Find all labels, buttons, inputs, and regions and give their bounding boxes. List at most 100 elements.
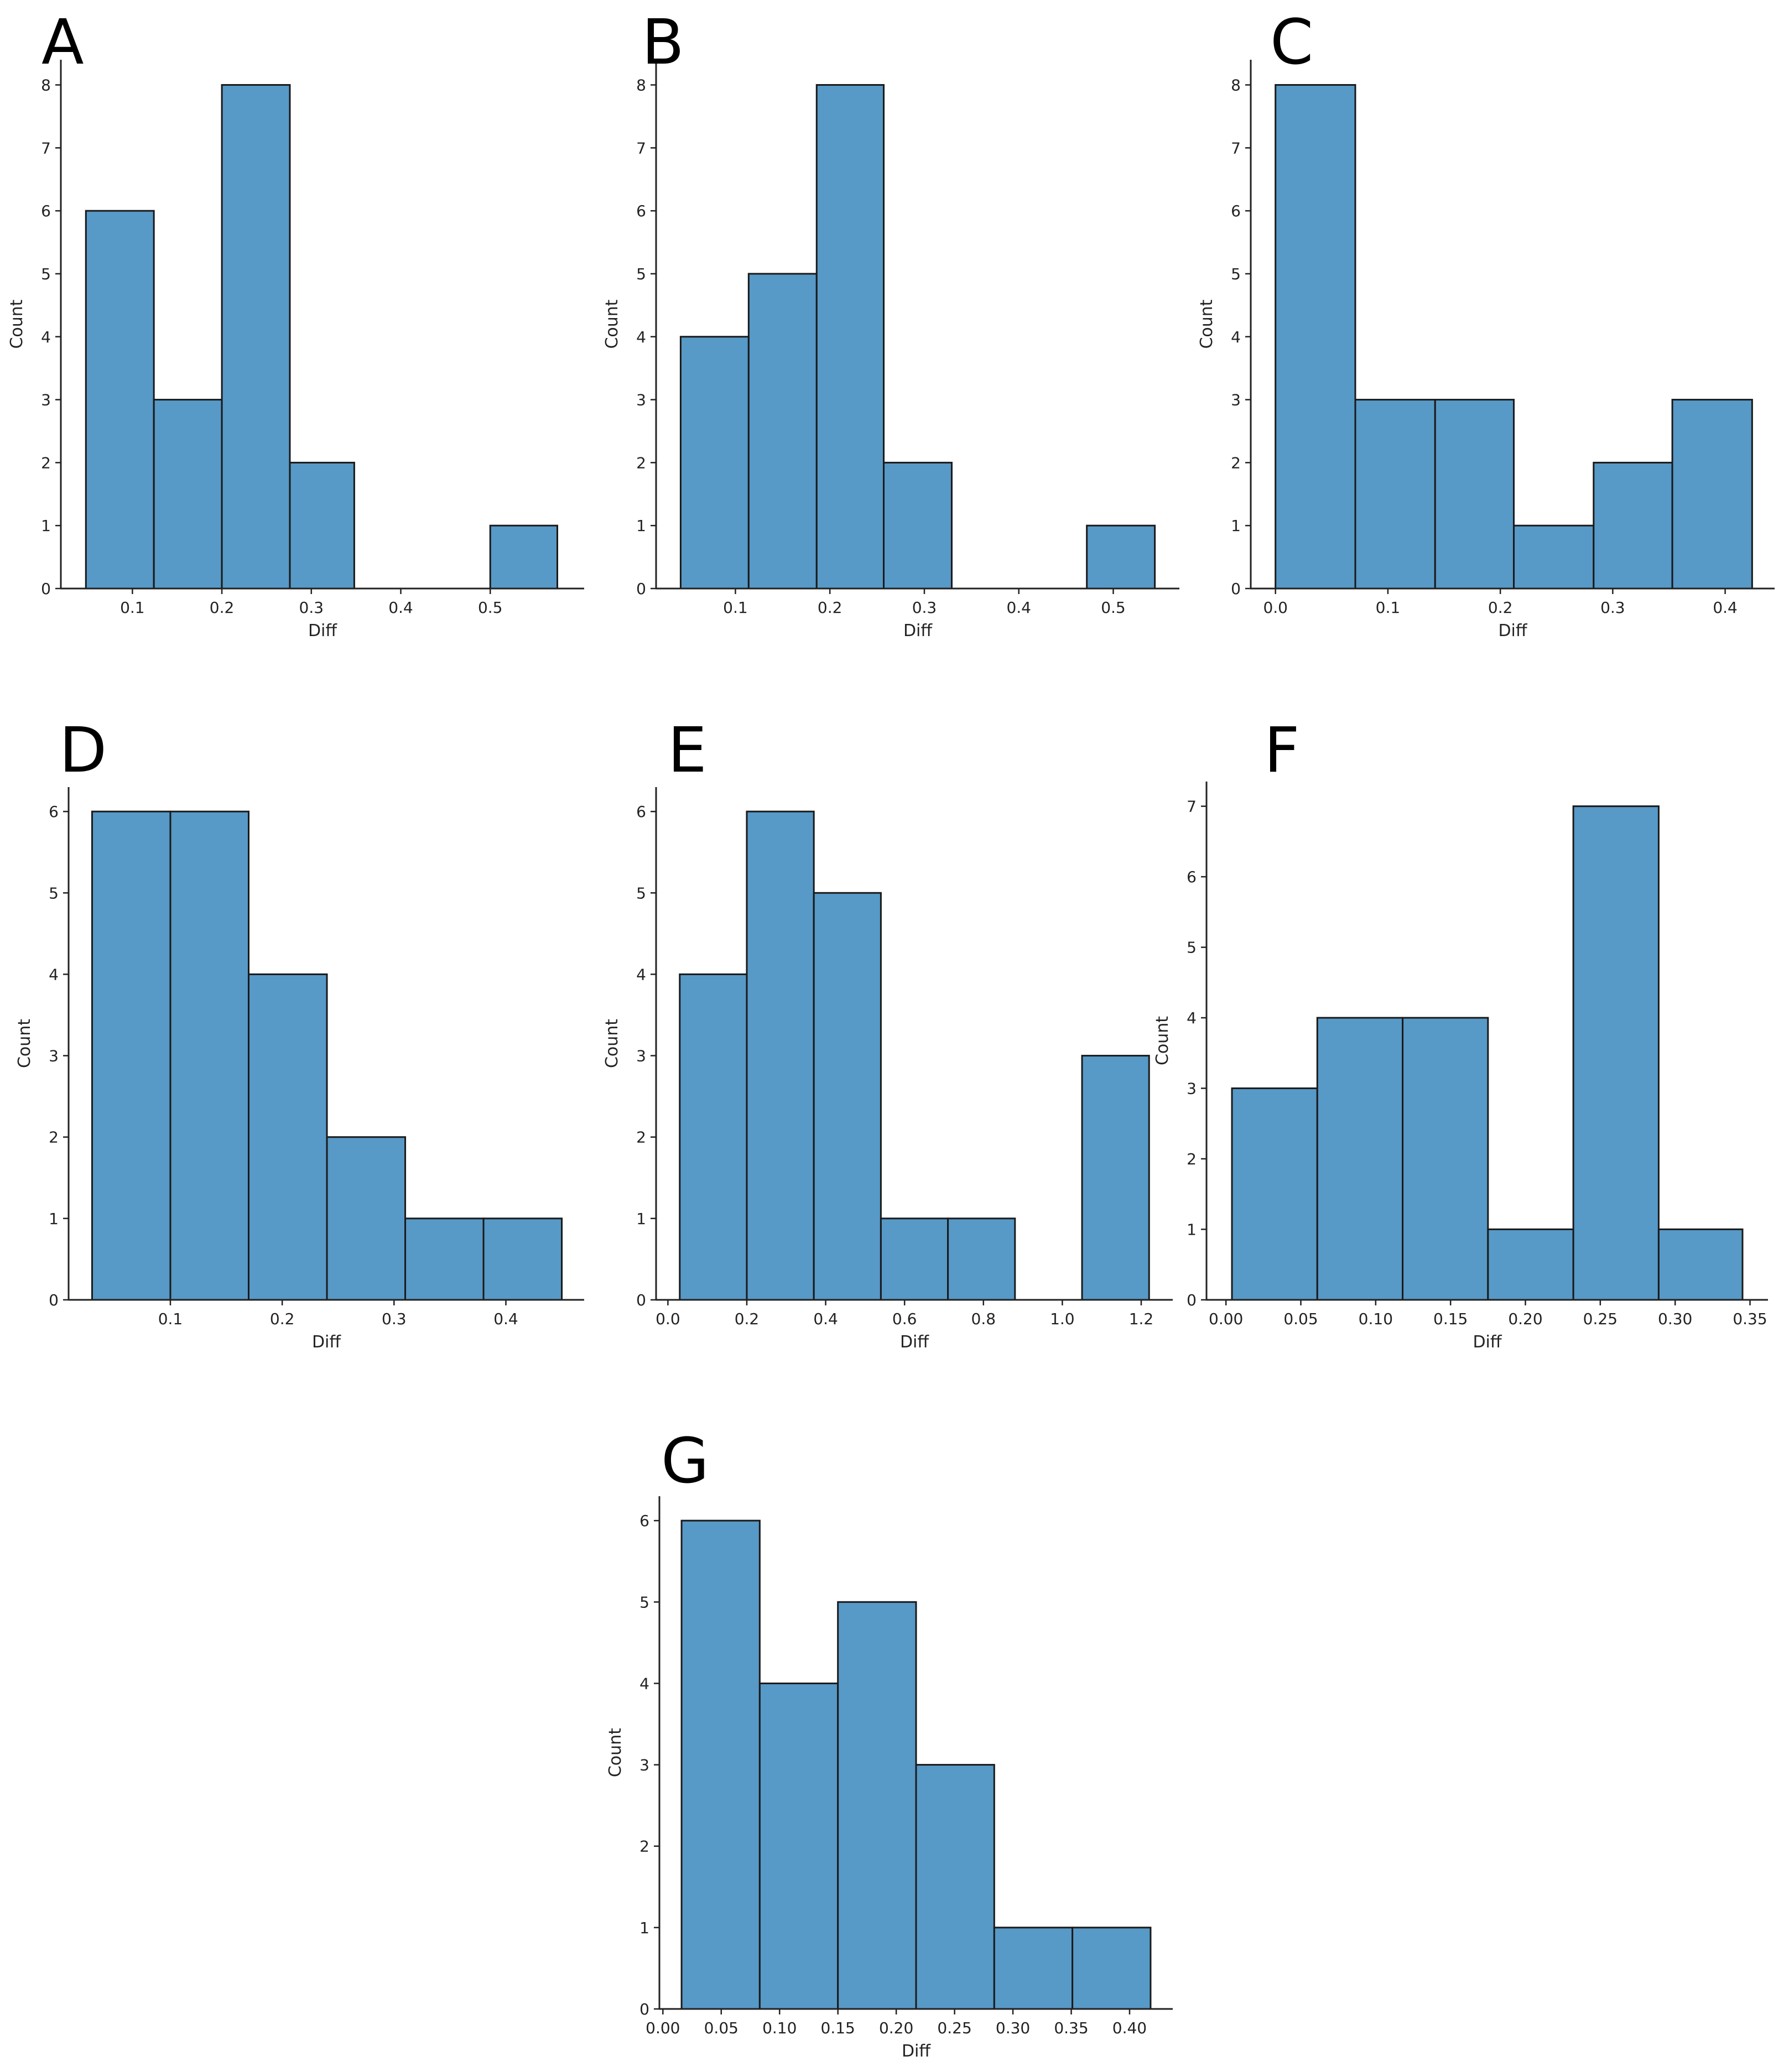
x-tick-label: 0.3 [299,598,324,617]
bar [1487,1228,1574,1301]
panel-g: 0 1 2 3 4 5 6 0.00 0.05 0.10 0.15 0.20 0.25 0.30 0.35 0… [606,1425,1173,2061]
x-tick-label: 0.15 [1433,1310,1468,1328]
y-tick-label: 4 [636,965,646,983]
bar [85,210,155,590]
y-tick-label: 2 [636,1128,646,1147]
bar [758,1682,839,2010]
panel-label-c: C [1270,7,1313,79]
x-axis-label: Diff [1473,1332,1502,1352]
bar [746,810,815,1301]
x-axis-label: Diff [902,2042,931,2061]
x-tick-label: 0.15 [821,2019,855,2037]
panel-label-g: G [661,1425,709,1497]
y-tick-label: 7 [636,139,646,157]
bar [1434,399,1515,590]
y-axis-label: Count [602,299,622,348]
y-tick-label: 8 [41,76,51,95]
bar [482,1217,563,1301]
x-tick-label: 0.40 [1112,2019,1147,2037]
x-tick-label: 0.5 [1101,598,1126,617]
bar [993,1927,1074,2010]
y-tick-label: 3 [636,391,646,409]
x-tick-label: 0.4 [1713,598,1738,617]
x-tick-label: 0.4 [493,1310,518,1328]
x-tick-label: 0.1 [1376,598,1401,617]
y-tick-label: 6 [49,803,59,821]
y-tick-label: 2 [41,454,51,472]
bar [1354,399,1436,590]
x-tick-label: 0.20 [1508,1310,1542,1328]
y-tick-label: 6 [41,202,51,220]
x-tick-label: 0.0 [656,1310,680,1328]
bar [1231,1087,1318,1301]
x-tick-label: 0.00 [1209,1310,1243,1328]
bar [1402,1017,1489,1301]
y-tick-label: 3 [41,391,51,409]
y-tick-label: 1 [636,517,646,535]
x-tick-label: 0.1 [158,1310,183,1328]
bar [1593,461,1673,590]
x-tick-label: 0.3 [912,598,937,617]
bar [1072,1927,1152,2010]
bar [91,810,171,1301]
x-tick-label: 0.30 [1658,1310,1692,1328]
x-tick-label: 0.10 [762,2019,797,2037]
y-tick-label: 7 [41,139,51,157]
x-tick-label: 0.35 [1733,1310,1767,1328]
y-tick-label: 1 [49,1210,59,1228]
panel-a: 0 1 2 3 4 5 6 7 8 0.1 0.2 0.3 0.4 0.5 Diff Count A [7,7,584,641]
y-tick-label: 3 [639,1756,649,1774]
y-tick-label: 8 [636,76,646,95]
y-axis-label: Count [606,1728,625,1777]
y-tick-label: 1 [1187,1221,1197,1239]
y-axis-label: Count [602,1019,622,1068]
x-tick-label: 0.00 [646,2019,680,2037]
bar [813,892,882,1301]
y-tick-label: 6 [636,803,646,821]
y-tick-label: 5 [41,265,51,283]
bar [1671,399,1753,590]
panel-e: 0 1 2 3 4 5 6 0.0 0.2 0.4 0.6 0.8 1.0 1.2 Diff Count E [602,715,1173,1352]
x-axis-label: Diff [312,1332,341,1352]
x-tick-label: 0.3 [1600,598,1625,617]
y-tick-label: 2 [1187,1150,1197,1168]
panel-label-f: F [1264,715,1299,787]
y-axis-label: Count [7,299,27,348]
y-tick-label: 0 [49,1291,59,1309]
y-tick-label: 5 [1231,265,1241,283]
x-tick-label: 0.4 [1006,598,1031,617]
y-tick-label: 5 [636,265,646,283]
bar [815,84,885,590]
y-axis-label: Count [15,1019,34,1068]
panel-label-b: B [642,7,684,79]
y-tick-label: 2 [1231,454,1241,472]
bar [947,1217,1016,1301]
y-tick-label: 7 [1187,798,1197,816]
x-axis-label: Diff [1498,621,1527,641]
bar [1316,1017,1404,1301]
y-tick-label: 1 [639,1919,649,1937]
bar [680,1519,761,2010]
y-tick-label: 6 [636,202,646,220]
y-tick-label: 3 [49,1047,59,1065]
bar [883,461,953,590]
y-tick-label: 1 [41,517,51,535]
x-tick-label: 0.10 [1359,1310,1393,1328]
bar [880,1217,949,1301]
x-tick-label: 0.05 [704,2019,739,2037]
x-axis-label: Diff [903,621,933,641]
x-tick-label: 0.3 [382,1310,407,1328]
x-tick-label: 0.30 [996,2019,1030,2037]
x-axis-label: Diff [900,1332,929,1352]
y-axis-label: Count [1153,1016,1172,1065]
x-tick-label: 0.20 [879,2019,913,2037]
y-tick-label: 2 [639,1837,649,1856]
y-tick-label: 4 [49,965,59,983]
bar [169,810,249,1301]
y-tick-label: 0 [639,2000,649,2018]
bar [747,273,818,590]
y-tick-label: 0 [636,580,646,598]
y-tick-label: 4 [1187,1009,1197,1027]
bar [1657,1228,1744,1301]
